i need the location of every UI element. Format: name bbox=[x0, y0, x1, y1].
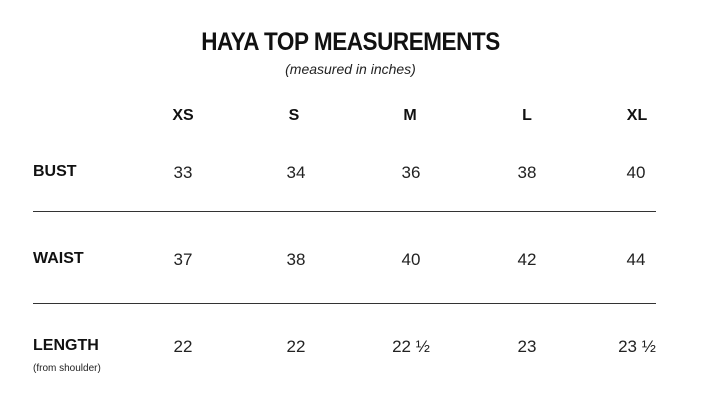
table-cell: 23 bbox=[517, 337, 537, 356]
row-label: LENGTH bbox=[33, 337, 99, 354]
size-header-l: L bbox=[522, 107, 532, 124]
table-cell: 34 bbox=[286, 163, 306, 182]
row-label: BUST bbox=[33, 163, 77, 180]
size-header-m: M bbox=[403, 107, 417, 124]
table-cell: 33 bbox=[173, 163, 193, 182]
table-cell: 36 bbox=[401, 163, 421, 182]
table-cell: 40 bbox=[626, 163, 646, 182]
table-cell: 23 ½ bbox=[618, 337, 656, 356]
size-header-s: S bbox=[288, 107, 300, 124]
row-divider bbox=[33, 303, 656, 304]
size-header-xs: XS bbox=[172, 107, 194, 124]
size-header-xl: XL bbox=[626, 107, 648, 124]
page-title: HAYA TOP MEASUREMENTS bbox=[201, 28, 500, 56]
table-cell: 44 bbox=[626, 250, 646, 269]
table-cell: 22 bbox=[173, 337, 193, 356]
table-cell: 42 bbox=[517, 250, 537, 269]
table-cell: 22 bbox=[286, 337, 306, 356]
row-sublabel: (from shoulder) bbox=[33, 363, 101, 374]
row-label: WAIST bbox=[33, 250, 84, 267]
page-subtitle: (measured in inches) bbox=[285, 61, 416, 77]
table-cell: 38 bbox=[517, 163, 537, 182]
row-divider bbox=[33, 211, 656, 212]
table-cell: 38 bbox=[286, 250, 306, 269]
table-cell: 40 bbox=[401, 250, 421, 269]
table-cell: 22 ½ bbox=[392, 337, 430, 356]
table-cell: 37 bbox=[173, 250, 193, 269]
